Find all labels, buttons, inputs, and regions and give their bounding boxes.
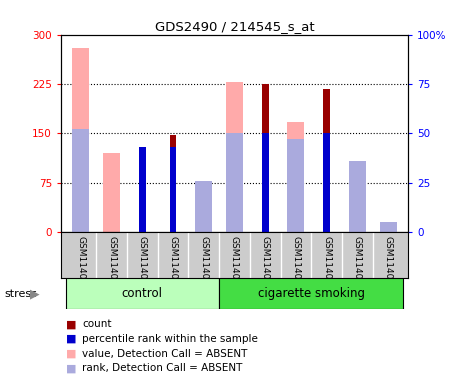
Bar xyxy=(139,147,146,232)
Text: percentile rank within the sample: percentile rank within the sample xyxy=(82,334,258,344)
Bar xyxy=(262,134,269,232)
Bar xyxy=(349,161,366,232)
Text: GSM114079: GSM114079 xyxy=(261,236,270,291)
Bar xyxy=(226,82,243,232)
Text: GSM114081: GSM114081 xyxy=(322,236,331,291)
Text: count: count xyxy=(82,319,112,329)
Bar xyxy=(196,191,212,232)
Bar xyxy=(73,129,90,232)
Text: GSM114084: GSM114084 xyxy=(76,236,85,291)
Text: value, Detection Call = ABSENT: value, Detection Call = ABSENT xyxy=(82,349,248,359)
Text: ■: ■ xyxy=(66,363,76,373)
Text: GSM114082: GSM114082 xyxy=(353,236,362,291)
Bar xyxy=(73,48,90,232)
Text: GSM114085: GSM114085 xyxy=(107,236,116,291)
Text: rank, Detection Call = ABSENT: rank, Detection Call = ABSENT xyxy=(82,363,242,373)
Title: GDS2490 / 214545_s_at: GDS2490 / 214545_s_at xyxy=(155,20,314,33)
Bar xyxy=(66,278,219,309)
Text: cigarette smoking: cigarette smoking xyxy=(258,287,365,300)
Text: GSM114083: GSM114083 xyxy=(384,236,393,291)
Text: GSM114086: GSM114086 xyxy=(138,236,147,291)
Text: ■: ■ xyxy=(66,319,76,329)
Bar xyxy=(226,134,243,232)
Bar xyxy=(170,147,176,232)
Bar xyxy=(349,174,366,232)
Text: GSM114078: GSM114078 xyxy=(230,236,239,291)
Text: GSM114087: GSM114087 xyxy=(168,236,178,291)
Text: GSM114088: GSM114088 xyxy=(199,236,208,291)
Bar xyxy=(219,278,403,309)
Bar xyxy=(196,181,212,232)
Text: stress: stress xyxy=(5,289,38,299)
Text: ■: ■ xyxy=(66,334,76,344)
Bar xyxy=(287,122,304,232)
Bar xyxy=(139,166,146,232)
Bar xyxy=(379,223,396,232)
Bar xyxy=(379,222,396,232)
Bar xyxy=(262,84,269,232)
Text: GSM114080: GSM114080 xyxy=(291,236,301,291)
Bar xyxy=(323,89,330,232)
Bar xyxy=(170,135,176,232)
Text: control: control xyxy=(122,287,163,300)
Bar xyxy=(103,153,120,232)
Text: ▶: ▶ xyxy=(30,287,40,300)
Bar xyxy=(287,139,304,232)
Bar xyxy=(323,134,330,232)
Text: ■: ■ xyxy=(66,349,76,359)
